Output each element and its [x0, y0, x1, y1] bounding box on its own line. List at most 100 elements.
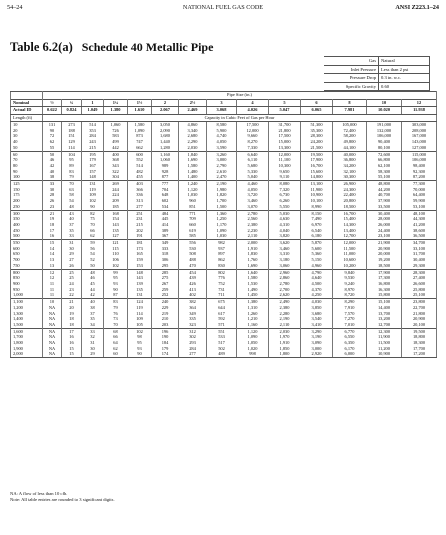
table-number: Table 6.2(a)	[10, 40, 73, 54]
capacity-cell: 21,800	[401, 310, 437, 317]
condition-row: Gas Natural	[324, 56, 430, 66]
actual-id-cell: 10.020	[366, 106, 402, 115]
table-row: 20 90 188 353 726 1,090 2,090 3,340 5,900 12,000 2…	[10, 127, 437, 134]
nominal-size-cell: 5	[268, 98, 301, 107]
publication-title: NATIONAL FUEL GAS CODE	[182, 4, 264, 11]
table-row: 1,500 NA 18 34 70 105 203 323 571 1,160 2,110 3,410…	[10, 321, 437, 329]
capacity-cell: 25,800	[401, 286, 437, 293]
capacity-cell: 41,200	[401, 221, 437, 228]
nominal-size-cell: 6	[300, 98, 333, 107]
actual-id-cell: 3.068	[206, 106, 237, 115]
capacity-cell: 34,700	[401, 239, 437, 246]
actual-id-cell: 0.824	[61, 106, 82, 115]
capacity-cell: 10,900	[366, 351, 402, 359]
table-row: 30 72 151 284 583 873 1,680 2,680 4,740 9,660 17,5…	[10, 133, 437, 140]
table-row: 950 11 23 44 90 135 259 413 731 1,490 2,700 4,370 8,…	[10, 286, 437, 293]
actual-id-cell: 1.049	[81, 106, 104, 115]
nominal-size-cell: 1½	[127, 98, 152, 107]
capacity-cell: 18,800	[401, 334, 437, 341]
table-row: 1,600 NA 17 33 68 102 196 312 551 1,120 2,030 3,290…	[10, 327, 437, 335]
nominal-label: Nominal	[10, 98, 43, 107]
note-rounding: Note: All table entries are rounded to 3…	[10, 497, 115, 502]
capacity-cell: 60	[103, 351, 128, 359]
nominal-size-cell: ½	[42, 98, 62, 107]
capacity-cell: 2,920	[300, 351, 333, 359]
table-row: 350 19 40 75 154 231 445 709 1,250 2,560 4,630 7,49…	[10, 216, 437, 222]
capacity-cell: 303,000	[401, 121, 437, 128]
actual-id-row: Actual ID 0.622 0.824 1.049 1.380 1.610 2.067…	[10, 106, 437, 115]
table-row: 125 33 70 131 269 403 777 1,240 2,190 4,460 8,080 1…	[10, 180, 437, 187]
table-row: 100 38 79 148 304 455 877 1,400 2,470 5,040 9,110 1…	[10, 174, 437, 181]
table-row: 2,000 NA 15 29 60 90 174 277 489 998 1,800 2,920 6,0…	[10, 351, 437, 359]
capacity-cell: 48,100	[401, 209, 437, 217]
nominal-size-cell: 1	[81, 98, 104, 107]
capacity-cell: 489	[206, 351, 237, 359]
table-row: 40 62 129 243 499 747 1,440 2,290 4,050 8,270 15,0…	[10, 139, 437, 145]
table-row: 1,800 NA 16 31 64 95 184 293 517 1,050 1,910 3,090 6…	[10, 340, 437, 346]
capacity-cell: 143,000	[401, 139, 437, 145]
table-row: 150 30 63 119 244 366 704 1,120 1,980 4,050 7,320 1…	[10, 186, 437, 193]
capacity-cell: 1,800	[268, 351, 301, 359]
nominal-row: Nominal ½ ¾ 1 1¼ 1½ 2 2½ 3 4 5 6 8 10 12	[10, 98, 437, 107]
capacity-cell: 19,500	[401, 327, 437, 335]
capacity-cell: 30,400	[401, 257, 437, 263]
capacity-cell: 27,400	[401, 275, 437, 281]
capacity-cell: 17,200	[401, 351, 437, 359]
actual-id-cell: 2.067	[151, 106, 179, 115]
conditions-table: Gas Natural Inlet Pressure Less than 2 psi P…	[324, 56, 430, 91]
capacity-cell: 87,200	[401, 174, 437, 181]
nominal-size-cell: 4	[236, 98, 269, 107]
capacity-cell: 277	[178, 351, 207, 359]
table-row: 850 12 25 46 95 143 275 439 776 1,580 2,860 4,640 9,…	[10, 275, 437, 281]
capacity-cell: 20,100	[401, 321, 437, 329]
capacity-cell: 18,300	[401, 340, 437, 346]
condition-value: Less than 2 psi	[378, 64, 430, 74]
capacity-cell: 17,700	[401, 345, 437, 352]
nominal-size-cell: 8	[332, 98, 367, 107]
capacity-cell: 36,500	[401, 233, 437, 240]
note-na: NA: A flow of less than 10 cfh.	[10, 491, 68, 496]
capacity-cell: 6,000	[332, 351, 367, 359]
table-row: 1,200 NA 20 38 79 119 229 364 644 1,310 2,380 3,850…	[10, 304, 437, 311]
table-row: 600 14 30 56 115 173 333 530 937 1,910 3,460 5,600 1…	[10, 245, 437, 252]
condition-value: 0.60	[378, 81, 430, 91]
capacity-cell: 70,000	[401, 186, 437, 193]
capacity-cell: 208,000	[401, 127, 437, 134]
capacity-cell: 106,000	[401, 157, 437, 163]
actual-id-cell: 7.981	[332, 106, 367, 115]
condition-value: 0.3 in. w.c.	[378, 73, 430, 83]
table-row: 60 50 104 195 400 600 1,160 1,840 3,260 6,640 12,0…	[10, 150, 437, 158]
capacity-cell: 31,700	[401, 251, 437, 258]
page-number: 54–24	[7, 4, 23, 11]
table-title: Table 6.2(a) Schedule 40 Metallic Pipe	[10, 40, 213, 55]
table-row: 175 28 58 109 224 336 648 1,030 1,820 3,720 6,730 1…	[10, 192, 437, 199]
table-row: 250 23 48 90 185 277 534 851 1,500 3,070 5,550 8,99…	[10, 203, 437, 211]
table-row: 500 16 33 62 127 191 367 585 1,030 2,110 3,820 6,18…	[10, 233, 437, 240]
actual-id-cell: 0.622	[42, 106, 62, 115]
capacity-cell: 115,000	[401, 150, 437, 158]
condition-row: Specific Gravity 0.60	[324, 81, 430, 91]
table-row: 550 15 31 59 121 181 349 556 982 2,000 3,620 5,870 1…	[10, 239, 437, 246]
actual-id-label: Actual ID	[10, 106, 43, 115]
table-row: 1,700 NA 16 32 66 98 190 302 533 1,090 1,970 3,190 6…	[10, 334, 437, 341]
table-row: 1,400 NA 18 35 73 109 210 335 592 1,210 2,190 3,540…	[10, 316, 437, 322]
nominal-size-cell: 10	[366, 98, 402, 107]
condition-label: Pressure Drop	[324, 73, 379, 83]
capacity-cell: 98,400	[401, 162, 437, 169]
table-row: 80 42 89 167 343 514 989 1,580 2,790 5,680 10,300 1…	[10, 162, 437, 169]
capacity-cell: 174	[151, 351, 179, 359]
table-row: 50 55 114 215 442 662 1,280 2,030 3,590 7,330 13,3…	[10, 144, 437, 152]
capacity-cell: 15	[61, 351, 82, 359]
length-label: Length (ft)	[10, 113, 43, 122]
actual-id-cell: 11.938	[401, 106, 437, 115]
table-notes: NA: A flow of less than 10 cfh. Note: Al…	[10, 491, 115, 503]
capacity-cell: NA	[42, 351, 62, 359]
table-row: 200 26 54 102 209 313 602 960 1,700 3,460 6,260 10,…	[10, 198, 437, 204]
condition-label: Gas	[324, 56, 379, 66]
capacity-label: Capacity in Cubic Feet of Gas per Hour	[42, 113, 437, 122]
table-row: 90 40 83 157 322 482 928 1,480 2,610 5,330 9,650 15…	[10, 168, 437, 175]
capacity-cell: 90	[127, 351, 152, 359]
length-cell: 2,000	[10, 351, 43, 359]
condition-label: Inlet Pressure	[324, 64, 379, 74]
